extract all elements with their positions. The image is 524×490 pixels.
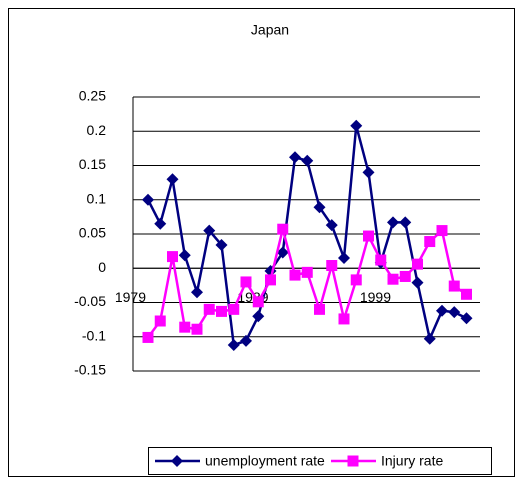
diamond-marker (423, 332, 436, 345)
square-marker (203, 303, 215, 315)
legend-label: unemployment rate (205, 453, 325, 469)
diamond-marker (166, 173, 179, 186)
diamond-marker (289, 151, 301, 164)
diamond-marker (142, 193, 154, 206)
square-marker (436, 225, 448, 237)
x-tick-label: 1979 (115, 289, 146, 305)
y-tick-label: 0.25 (79, 88, 106, 104)
y-tick-label: 0.1 (87, 190, 107, 206)
chart-border (8, 8, 515, 477)
diamond-marker (387, 216, 399, 229)
diamond-marker (240, 334, 252, 347)
square-marker (289, 269, 301, 281)
square-marker (363, 230, 374, 242)
diamond-marker (325, 219, 338, 232)
y-tick-label: 0 (98, 259, 106, 275)
diamond-marker (276, 246, 289, 259)
square-marker (216, 305, 227, 317)
diamond-marker (313, 201, 326, 214)
square-marker (314, 303, 325, 315)
square-marker (179, 321, 191, 333)
square-marker (154, 315, 166, 327)
square-marker (350, 274, 362, 286)
diamond-marker (350, 119, 363, 132)
square-marker (424, 236, 436, 248)
diamond-marker (171, 455, 183, 467)
diamond-marker (154, 217, 167, 230)
legend-label: Injury rate (381, 453, 443, 469)
square-marker (375, 254, 387, 266)
square-marker (167, 251, 178, 263)
diamond-marker (448, 306, 461, 319)
diamond-marker (191, 286, 203, 299)
square-marker (301, 266, 313, 278)
diamond-marker (460, 312, 473, 325)
x-tick-label: 1999 (360, 289, 391, 305)
diamond-marker (338, 251, 350, 264)
square-marker (191, 323, 203, 335)
square-marker (228, 303, 240, 315)
diamond-marker (411, 276, 424, 289)
square-marker (326, 260, 338, 272)
diamond-marker (178, 249, 191, 262)
square-marker (252, 296, 264, 308)
square-marker (142, 331, 154, 343)
y-tick-label: 0.2 (87, 122, 107, 138)
square-marker (277, 223, 289, 235)
y-tick-label: -0.1 (82, 327, 106, 343)
square-marker (347, 455, 359, 467)
y-tick-label: -0.05 (74, 293, 106, 309)
diamond-marker (215, 238, 228, 251)
y-tick-label: -0.15 (74, 362, 106, 378)
y-tick-label: 0.15 (79, 156, 106, 172)
diamond-marker (301, 154, 314, 167)
square-marker (265, 274, 276, 286)
diamond-marker (436, 304, 448, 317)
square-marker (387, 273, 399, 285)
legend (148, 447, 492, 475)
square-marker (399, 270, 411, 282)
diamond-marker (203, 224, 216, 237)
square-marker (240, 276, 252, 288)
diamond-marker (399, 216, 412, 229)
diamond-marker (227, 338, 240, 351)
y-tick-label: 0.05 (79, 225, 106, 241)
square-marker (412, 258, 423, 270)
chart-title: Japan (251, 22, 289, 38)
square-marker (461, 288, 472, 300)
diamond-marker (252, 310, 265, 323)
diamond-marker (362, 166, 375, 179)
square-marker (338, 313, 350, 325)
square-marker (448, 280, 460, 292)
